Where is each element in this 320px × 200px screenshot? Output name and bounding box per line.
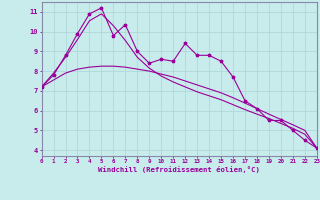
X-axis label: Windchill (Refroidissement éolien,°C): Windchill (Refroidissement éolien,°C) <box>98 166 260 173</box>
